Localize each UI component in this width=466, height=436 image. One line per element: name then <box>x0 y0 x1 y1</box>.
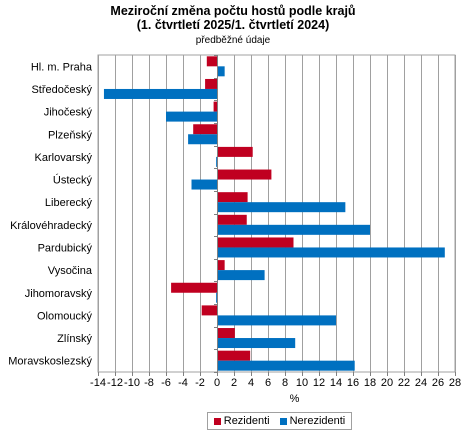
x-tick-label: 8 <box>282 377 288 389</box>
bar-rezidenti-2 <box>213 101 217 112</box>
category-label: Plzeňský <box>48 129 93 141</box>
x-tick-label: -14 <box>90 377 106 389</box>
bar-rezidenti-13 <box>217 350 251 361</box>
x-tick-label: -6 <box>161 377 171 389</box>
x-axis-label: % <box>290 393 300 405</box>
bar-nerezidenti-11 <box>217 315 336 326</box>
category-label: Moravskoslezský <box>8 356 92 368</box>
bar-rezidenti-9 <box>217 260 225 271</box>
bar-rezidenti-11 <box>201 305 217 316</box>
x-tick-label: 6 <box>265 377 271 389</box>
category-label: Královéhradecký <box>10 220 92 232</box>
chart-subtitle: předběžné údaje <box>195 35 271 46</box>
bar-rezidenti-7 <box>217 214 247 225</box>
bar-rezidenti-4 <box>217 146 253 157</box>
x-tick-label: -4 <box>178 377 188 389</box>
bar-nerezidenti-0 <box>217 66 225 77</box>
category-label: Jihomoravský <box>25 288 93 300</box>
legend-label-nerezidenti: Nerezidenti <box>289 415 346 427</box>
legend-item-rezidenti: Rezidenti <box>213 415 270 427</box>
category-label: Pardubický <box>38 242 93 254</box>
bar-nerezidenti-3 <box>188 134 217 145</box>
x-tick-label: 14 <box>330 377 342 389</box>
x-tick-label: 10 <box>296 377 308 389</box>
legend-swatch-nerezidenti <box>279 417 287 425</box>
category-label: Středočeský <box>31 84 92 96</box>
bar-nerezidenti-12 <box>217 338 296 349</box>
legend: Rezidenti Nerezidenti <box>207 412 352 430</box>
bar-nerezidenti-6 <box>217 202 346 213</box>
bar-rezidenti-1 <box>205 78 217 89</box>
bar-nerezidenti-4 <box>216 156 217 167</box>
bar-nerezidenti-8 <box>217 247 445 258</box>
category-label: Liberecký <box>45 197 93 209</box>
x-tick-label: 20 <box>381 377 393 389</box>
chart-title: Meziroční změna počtu hostů podle krajů … <box>0 4 466 32</box>
x-tick-label: -8 <box>144 377 154 389</box>
bar-nerezidenti-9 <box>217 270 265 281</box>
x-tick-label: 22 <box>398 377 410 389</box>
x-tick-label: 4 <box>248 377 254 389</box>
category-label: Zlínský <box>57 333 92 345</box>
x-tick-label: 16 <box>347 377 359 389</box>
x-tick-label: 24 <box>415 377 427 389</box>
legend-item-nerezidenti: Nerezidenti <box>279 415 346 427</box>
chart-title-line-2: (1. čtvrtletí 2025/1. čtvrtletí 2024) <box>136 18 330 32</box>
x-tick-label: 28 <box>449 377 461 389</box>
legend-label-rezidenti: Rezidenti <box>223 415 270 427</box>
x-tick-label: 0 <box>214 377 220 389</box>
bar-rezidenti-3 <box>193 124 217 135</box>
bar-nerezidenti-5 <box>191 179 217 190</box>
x-tick-label: 2 <box>231 377 237 389</box>
bar-rezidenti-0 <box>206 56 217 67</box>
x-tick-label: 26 <box>432 377 444 389</box>
x-tick-label: 12 <box>313 377 325 389</box>
category-label: Jihočeský <box>44 107 93 119</box>
bar-nerezidenti-13 <box>217 360 355 371</box>
category-label: Karlovarský <box>35 152 93 164</box>
bar-rezidenti-12 <box>217 328 235 339</box>
x-tick-label: -10 <box>124 377 140 389</box>
bar-rezidenti-6 <box>217 192 248 203</box>
x-tick-label: 18 <box>364 377 376 389</box>
bar-nerezidenti-2 <box>166 111 217 122</box>
x-tick-label: -2 <box>195 377 205 389</box>
category-label: Vysočina <box>48 265 93 277</box>
bar-nerezidenti-10 <box>216 292 217 303</box>
chart-title-line-1: Meziroční změna počtu hostů podle krajů <box>110 4 356 18</box>
bar-rezidenti-8 <box>217 237 294 248</box>
category-label: Olomoucký <box>37 310 93 322</box>
bar-rezidenti-5 <box>217 169 272 180</box>
bar-rezidenti-10 <box>171 282 217 293</box>
category-label: Hl. m. Praha <box>31 61 93 73</box>
category-label: Ústecký <box>53 174 93 187</box>
bar-nerezidenti-7 <box>217 224 370 235</box>
legend-swatch-rezidenti <box>213 417 221 425</box>
bar-nerezidenti-1 <box>103 88 217 99</box>
x-tick-label: -12 <box>107 377 123 389</box>
